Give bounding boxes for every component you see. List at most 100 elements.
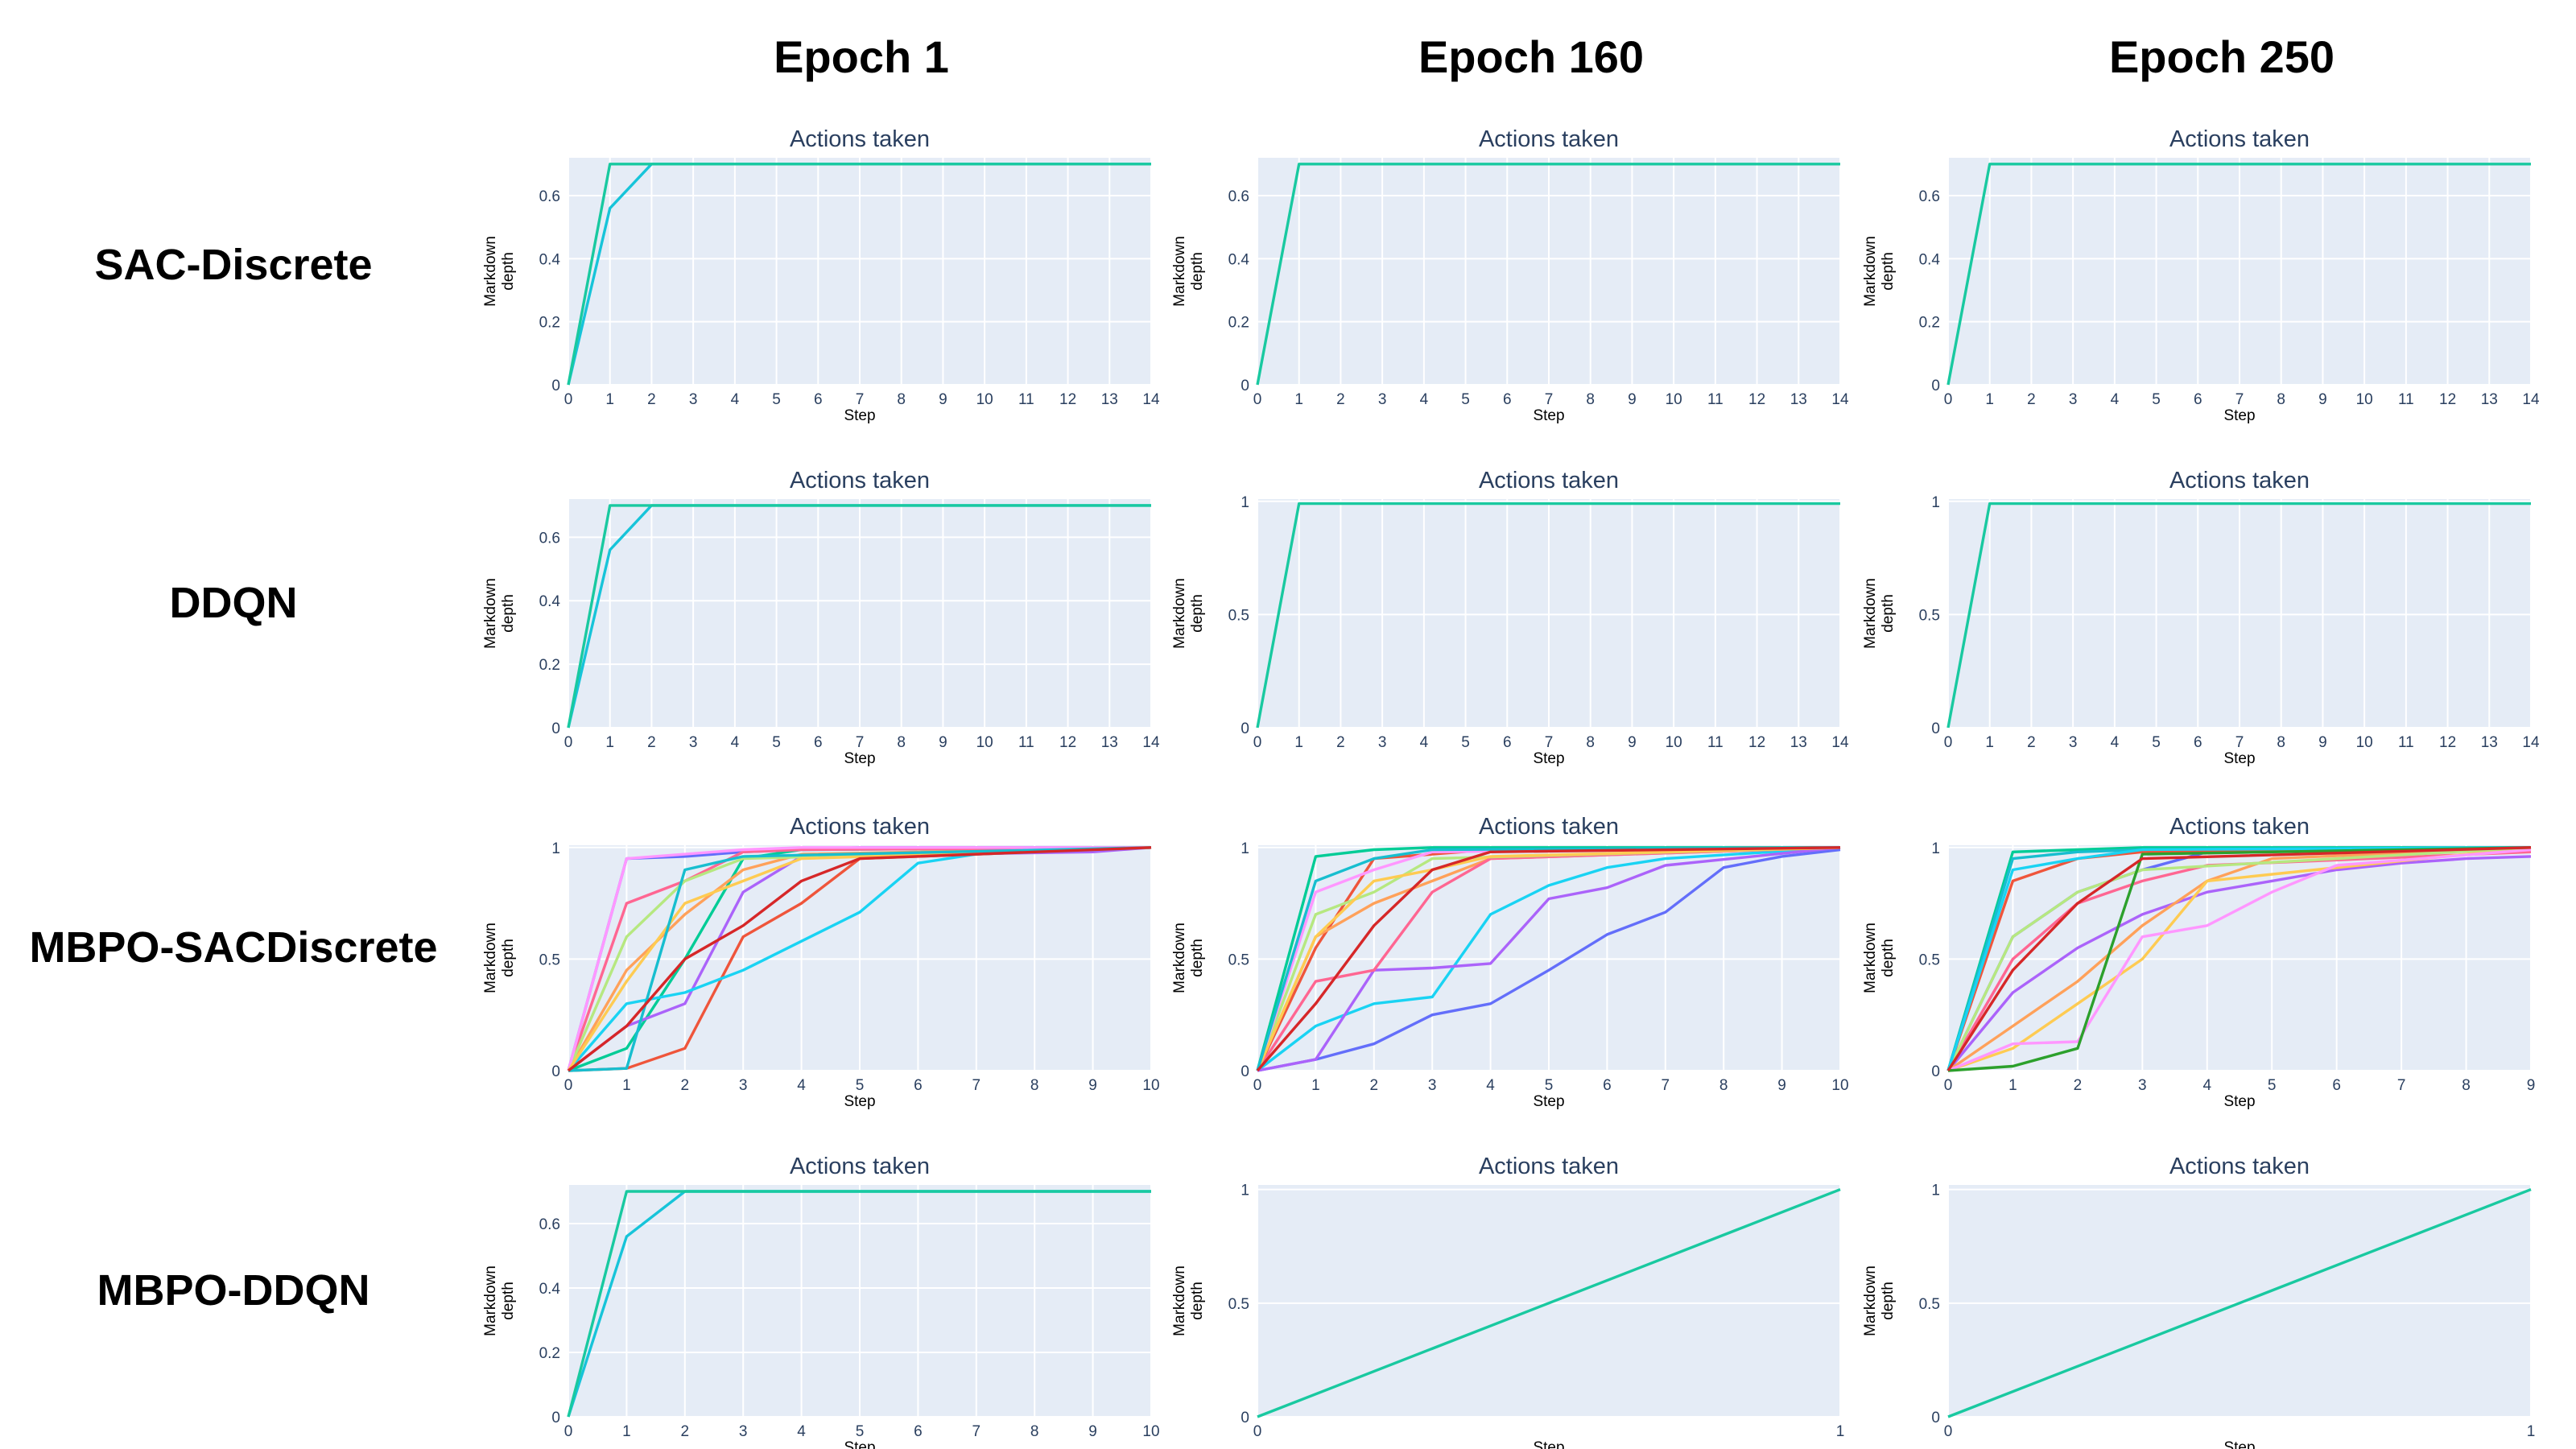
y-tick-label: 0.5 bbox=[1228, 607, 1249, 624]
x-tick-label: 1 bbox=[605, 391, 614, 408]
y-axis-label-line: depth bbox=[1880, 252, 1897, 291]
y-tick-label: 0.5 bbox=[539, 952, 560, 968]
x-tick-label: 0 bbox=[1944, 1423, 1953, 1440]
series-line-7 bbox=[1947, 846, 2532, 1072]
x-tick-label: 4 bbox=[2111, 734, 2120, 751]
y-tick-label: 0 bbox=[1931, 378, 1940, 394]
x-tick-label: 12 bbox=[1748, 734, 1765, 751]
x-tick-label: 2 bbox=[2074, 1077, 2083, 1094]
x-tick-label: 1 bbox=[605, 734, 614, 751]
x-tick-label: 2 bbox=[647, 391, 656, 408]
series-line-11 bbox=[568, 846, 1152, 1072]
x-axis-label: Step bbox=[1533, 750, 1564, 767]
y-tick-label: 1 bbox=[551, 840, 560, 857]
column-header-epoch-1: Epoch 1 bbox=[774, 31, 949, 82]
x-axis-label: Step bbox=[2223, 407, 2255, 424]
x-tick-label: 2 bbox=[681, 1423, 690, 1440]
x-tick-label: 6 bbox=[814, 391, 823, 408]
y-tick-label: 0.2 bbox=[539, 1345, 560, 1362]
series-line-2 bbox=[567, 504, 1151, 729]
y-axis-label-line: Markdown bbox=[1862, 923, 1879, 993]
x-tick-label: 4 bbox=[1420, 391, 1429, 408]
x-axis-label: Step bbox=[2223, 1439, 2255, 1449]
series-line-10 bbox=[1946, 846, 2532, 1071]
x-tick-label: 1 bbox=[622, 1423, 631, 1440]
x-tick-label: 12 bbox=[1748, 391, 1765, 408]
x-tick-label: 0 bbox=[1253, 391, 1262, 408]
x-tick-label: 14 bbox=[2522, 734, 2540, 751]
x-tick-label: 3 bbox=[689, 734, 698, 751]
y-tick-label: 0 bbox=[551, 1063, 560, 1080]
x-tick-label: 8 bbox=[1719, 1077, 1728, 1094]
x-tick-label: 0 bbox=[1253, 734, 1262, 751]
x-tick-label: 3 bbox=[739, 1423, 748, 1440]
x-tick-label: 3 bbox=[2138, 1077, 2147, 1094]
x-tick-label: 3 bbox=[2069, 391, 2078, 408]
subplot-mbpo-sacdiscrete-epoch-1: 0 1 2 3 4 5 6 7 8 9 10 0 0.5 1 Actions taken Step Markdo… bbox=[482, 814, 1160, 1110]
y-tick-label: 0.6 bbox=[539, 1216, 560, 1233]
x-tick-label: 6 bbox=[2194, 734, 2202, 751]
x-tick-label: 0 bbox=[1944, 391, 1953, 408]
y-axis-label: Markdowndepth bbox=[1171, 578, 1206, 649]
column-header-epoch-160: Epoch 160 bbox=[1418, 31, 1645, 82]
x-tick-label: 3 bbox=[2069, 734, 2078, 751]
plot-title: Actions taken bbox=[1479, 468, 1619, 493]
x-tick-label: 7 bbox=[856, 734, 865, 751]
x-tick-label: 9 bbox=[2318, 391, 2327, 408]
y-axis-label-line: Markdown bbox=[1862, 578, 1879, 649]
y-tick-label: 0 bbox=[1241, 720, 1249, 737]
series-line-1 bbox=[1256, 502, 1840, 729]
y-axis-label-line: Markdown bbox=[1171, 1265, 1188, 1336]
x-tick-label: 8 bbox=[1586, 734, 1595, 751]
y-tick-label: 0 bbox=[551, 720, 560, 737]
subplot-mbpo-ddqn-epoch-160: 0 1 0 0.5 1 Actions taken Step Markdowndepth bbox=[1171, 1154, 1844, 1449]
x-tick-label: 9 bbox=[1628, 391, 1637, 408]
y-axis-label-line: depth bbox=[500, 1282, 517, 1320]
x-tick-label: 5 bbox=[772, 734, 781, 751]
y-tick-label: 0.2 bbox=[539, 657, 560, 674]
y-axis-label: Markdowndepth bbox=[1862, 578, 1897, 649]
series-line-13 bbox=[1946, 846, 2532, 1071]
plot-title: Actions taken bbox=[790, 468, 930, 493]
x-tick-label: 12 bbox=[1059, 391, 1076, 408]
y-tick-label: 0.6 bbox=[539, 188, 560, 205]
y-tick-label: 1 bbox=[1241, 840, 1249, 857]
x-axis-label: Step bbox=[1533, 1439, 1564, 1449]
x-axis-label: Step bbox=[1533, 407, 1564, 424]
x-tick-label: 0 bbox=[564, 1423, 573, 1440]
y-tick-label: 0 bbox=[1241, 1063, 1249, 1080]
subplot-mbpo-sacdiscrete-epoch-250: 0 1 2 3 4 5 6 7 8 9 0 0.5 1 Actions taken Step Markdown… bbox=[1862, 814, 2535, 1110]
subplot-mbpo-ddqn-epoch-1: 0 1 2 3 4 5 6 7 8 9 10 0 0.2 0.4 0.6 Actions taken Step M… bbox=[482, 1154, 1160, 1449]
x-axis-label: Step bbox=[1533, 1093, 1564, 1110]
y-axis-label: Markdowndepth bbox=[482, 578, 517, 649]
x-tick-label: 5 bbox=[2152, 734, 2161, 751]
x-tick-label: 13 bbox=[1790, 391, 1807, 408]
y-tick-label: 0 bbox=[1931, 1410, 1940, 1426]
plot-title: Actions taken bbox=[1479, 814, 1619, 840]
series-line-9 bbox=[1947, 848, 2532, 1072]
x-tick-label: 14 bbox=[2522, 391, 2540, 408]
x-tick-label: 4 bbox=[797, 1423, 806, 1440]
x-tick-label: 9 bbox=[1777, 1077, 1786, 1094]
y-axis-label: Markdowndepth bbox=[482, 923, 517, 993]
x-tick-label: 2 bbox=[1336, 391, 1345, 408]
x-tick-label: 11 bbox=[2398, 734, 2414, 751]
y-axis-label-line: depth bbox=[1189, 939, 1206, 977]
x-tick-label: 5 bbox=[856, 1423, 865, 1440]
series-line-10 bbox=[567, 846, 1152, 1071]
x-tick-label: 5 bbox=[1461, 391, 1470, 408]
x-tick-label: 12 bbox=[1059, 734, 1076, 751]
x-tick-label: 1 bbox=[1836, 1423, 1845, 1440]
x-tick-label: 13 bbox=[2481, 391, 2498, 408]
y-tick-label: 0 bbox=[1931, 720, 1940, 737]
x-tick-label: 7 bbox=[1545, 391, 1554, 408]
plot-title: Actions taken bbox=[2169, 1154, 2310, 1179]
y-tick-label: 0.5 bbox=[1919, 1296, 1940, 1313]
series-line-2 bbox=[567, 163, 1151, 386]
plot-title: Actions taken bbox=[2169, 468, 2310, 493]
y-tick-label: 0 bbox=[1241, 378, 1249, 394]
